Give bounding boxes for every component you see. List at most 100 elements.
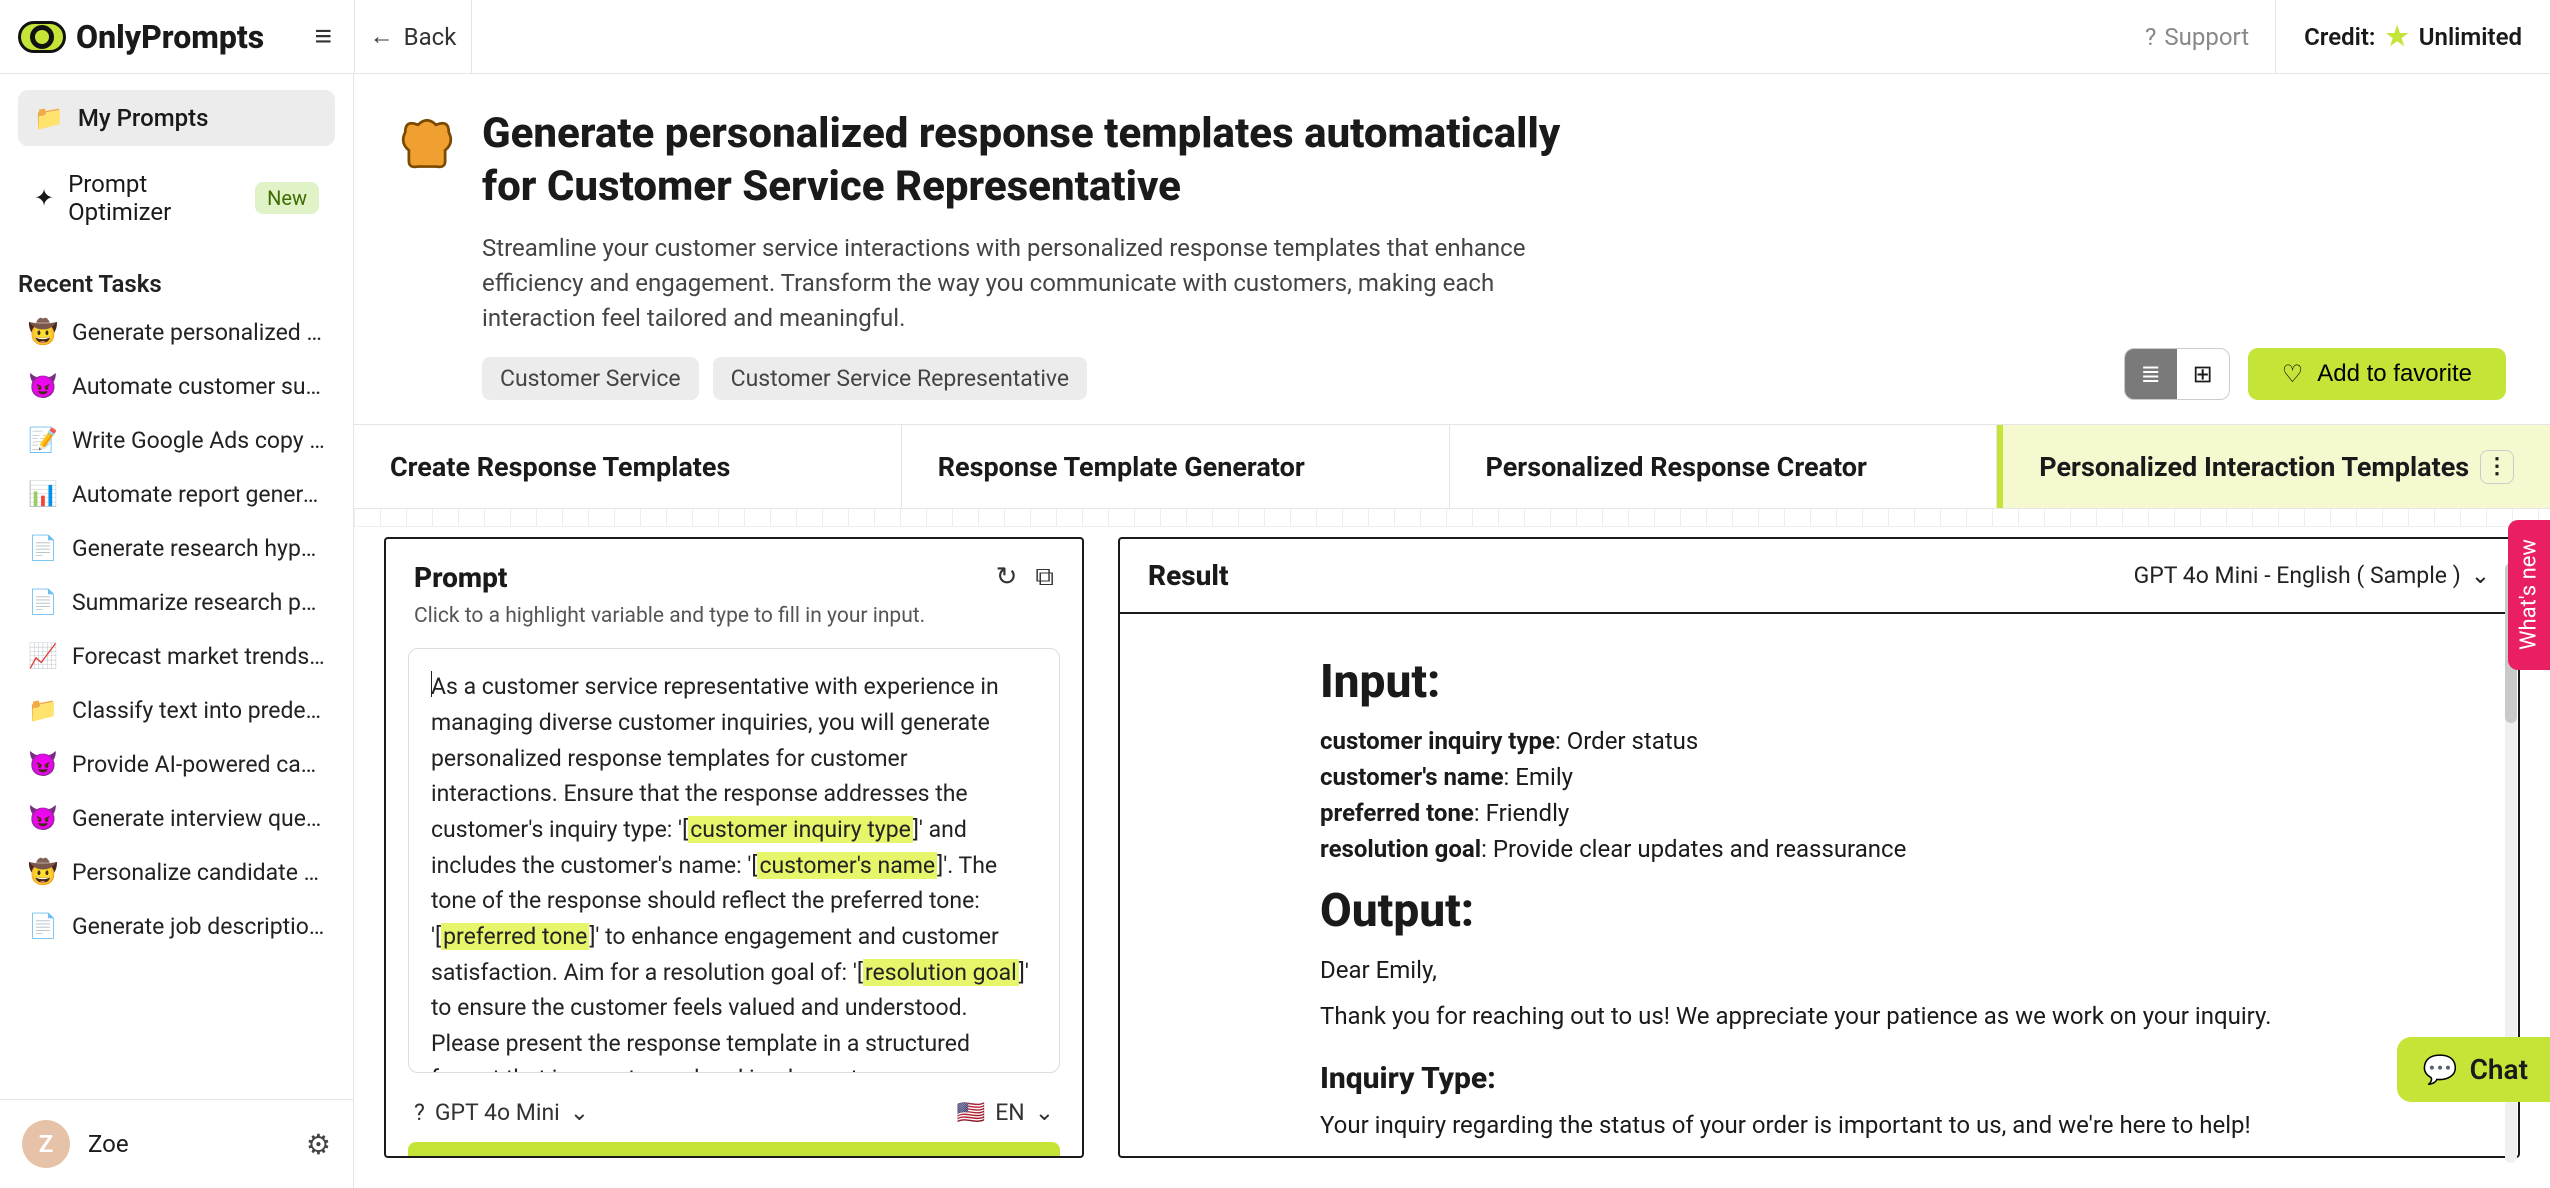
input-heading: Input: (1320, 648, 2318, 717)
recent-tasks-title: Recent Tasks (0, 250, 353, 306)
support-link[interactable]: ? Support (2119, 0, 2276, 73)
recent-task-item[interactable]: 😈 Provide AI-powered cand... (14, 738, 339, 790)
prompt-panel-header: Prompt ↻ ⧉ (386, 539, 1082, 604)
prompt-hint: Click to a highlight variable and type t… (386, 604, 1082, 642)
chevron-down-icon: ⌄ (1035, 1099, 1054, 1126)
chevron-down-icon: ⌄ (570, 1099, 589, 1126)
logo-cell: OnlyPrompts ≡ (0, 0, 354, 73)
tab-label: Create Response Templates (390, 451, 730, 483)
nav-my-prompts[interactable]: 📁 My Prompts (18, 90, 335, 146)
input-kv: resolution goal: Provide clear updates a… (1320, 831, 2318, 867)
flag-icon: 🇺🇸 (957, 1099, 986, 1126)
add-favorite-button[interactable]: ♡ Add to favorite (2248, 348, 2506, 400)
recent-task-item[interactable]: 📝 Write Google Ads copy v... (14, 414, 339, 466)
task-label: Personalize candidate o... (72, 859, 325, 886)
tab-label: Personalized Interaction Templates (2039, 451, 2469, 483)
section-heading: Inquiry Type: (1320, 1056, 2318, 1101)
input-kv: preferred tone: Friendly (1320, 795, 2318, 831)
task-label: Generate job description... (72, 913, 325, 940)
model-selector[interactable]: ? GPT 4o Mini ⌄ (414, 1099, 589, 1126)
recent-task-item[interactable]: 📊Automate report generat... (14, 468, 339, 520)
credit-display: Credit: ★ Unlimited (2276, 0, 2550, 73)
recent-task-item[interactable]: 📄Generate research hypot... (14, 522, 339, 574)
tab[interactable]: Personalized Interaction Templates ⋮ (1997, 425, 2550, 508)
task-label: Provide AI-powered cand... (72, 751, 325, 778)
chat-label: Chat (2470, 1053, 2528, 1086)
menu-toggle-icon[interactable]: ≡ (314, 19, 332, 54)
variable-highlight[interactable]: customer inquiry type (688, 816, 913, 843)
settings-icon[interactable]: ⚙ (306, 1128, 331, 1161)
main: Generate personalized response templates… (354, 74, 2550, 1188)
nav-label: My Prompts (78, 104, 209, 132)
chevron-down-icon: ⌄ (2471, 562, 2490, 589)
task-label: Generate interview ques... (72, 805, 325, 832)
result-body: Input: customer inquiry type: Order statu… (1120, 614, 2518, 1156)
back-label: Back (404, 23, 457, 51)
result-title: Result (1148, 559, 1229, 592)
credit-label: Credit: (2304, 23, 2375, 51)
task-icon: 😈 (28, 804, 56, 832)
task-icon: 😈 (28, 750, 56, 778)
result-meta-selector[interactable]: GPT 4o Mini - English ( Sample ) ⌄ (2134, 562, 2490, 589)
refresh-icon[interactable]: ↻ (996, 562, 1018, 593)
variable-highlight[interactable]: resolution goal (863, 959, 1019, 986)
back-button[interactable]: ← Back (354, 0, 472, 73)
sidebar-footer: Z Zoe ⚙ (0, 1099, 353, 1188)
greeting: Dear Emily, (1320, 952, 2318, 988)
task-label: Automate customer sup... (72, 373, 325, 400)
language-selector[interactable]: 🇺🇸 EN ⌄ (957, 1099, 1054, 1126)
heart-icon: ♡ (2282, 360, 2304, 389)
page-header: Generate personalized response templates… (354, 74, 2550, 425)
task-icon: 📄 (28, 588, 56, 616)
list-view-icon[interactable]: ≣ (2125, 349, 2177, 399)
task-icon: 📝 (28, 426, 56, 454)
page-description: Streamline your customer service interac… (482, 231, 1562, 335)
task-label: Write Google Ads copy v... (72, 427, 325, 454)
tab-label: Personalized Response Creator (1486, 451, 1867, 483)
task-label: Summarize research pap... (72, 589, 325, 616)
tag[interactable]: Customer Service Representative (713, 357, 1088, 400)
chat-button[interactable]: 💬 Chat (2397, 1037, 2550, 1102)
tag[interactable]: Customer Service (482, 357, 699, 400)
variable-highlight[interactable]: preferred tone (441, 923, 589, 950)
variable-highlight[interactable]: customer's name (757, 852, 937, 879)
tab-more-icon[interactable]: ⋮ (2480, 450, 2514, 484)
result-meta-label: GPT 4o Mini - English ( Sample ) (2134, 562, 2461, 589)
prompt-textarea[interactable]: As a customer service representative wit… (408, 648, 1060, 1073)
new-badge: New (255, 182, 319, 214)
logo[interactable]: OnlyPrompts (18, 18, 264, 56)
lang-label: EN (995, 1099, 1024, 1126)
nav-label: Prompt Optimizer (68, 170, 241, 226)
grid-view-icon[interactable]: ⊞ (2177, 349, 2229, 399)
tab[interactable]: Response Template Generator (902, 425, 1450, 508)
nav-prompt-optimizer[interactable]: ✦ Prompt Optimizer New (18, 156, 335, 240)
tab[interactable]: Create Response Templates (354, 425, 902, 508)
page-header-text: Generate personalized response templates… (482, 108, 1562, 400)
run-button[interactable] (408, 1142, 1060, 1156)
sidebar-nav: 📁 My Prompts ✦ Prompt Optimizer New (0, 74, 353, 250)
copy-icon[interactable]: ⧉ (1035, 562, 1054, 593)
favorite-label: Add to favorite (2317, 360, 2472, 388)
task-label: Automate report generat... (72, 481, 325, 508)
tab[interactable]: Personalized Response Creator (1450, 425, 1998, 508)
input-kv: customer inquiry type: Order status (1320, 723, 2318, 759)
task-icon: 📄 (28, 912, 56, 940)
task-label: Classify text into predefi... (72, 697, 325, 724)
recent-task-item[interactable]: 🤠Personalize candidate o... (14, 846, 339, 898)
avatar[interactable]: Z (22, 1120, 70, 1168)
prompt-title: Prompt (414, 561, 507, 594)
recent-task-item[interactable]: 📁Classify text into predefi... (14, 684, 339, 736)
recent-task-item[interactable]: 📄 Generate job description... (14, 900, 339, 952)
task-label: Generate research hypot... (72, 535, 325, 562)
whats-new-tab[interactable]: What's new (2508, 520, 2550, 670)
section-text: Your inquiry regarding the status of you… (1320, 1107, 2318, 1143)
ruler (354, 509, 2550, 527)
recent-task-item[interactable]: 😈Automate customer sup... (14, 360, 339, 412)
topbar: OnlyPrompts ≡ ← Back ? Support Credit: ★… (0, 0, 2550, 74)
recent-task-item[interactable]: 📄 Summarize research pap... (14, 576, 339, 628)
recent-task-item[interactable]: 📈Forecast market trends ... (14, 630, 339, 682)
task-icon: 🤠 (28, 318, 56, 346)
recent-task-item[interactable]: 😈 Generate interview ques... (14, 792, 339, 844)
recent-task-item[interactable]: 🤠 Generate personalized r... (14, 306, 339, 358)
task-label: Generate personalized r... (72, 319, 325, 346)
